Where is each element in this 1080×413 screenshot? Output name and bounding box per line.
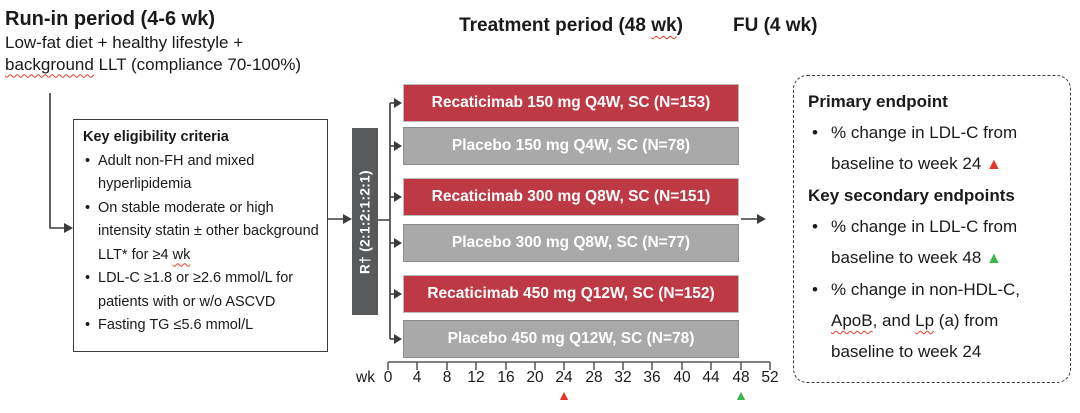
axis-tick-label-40: 40 (673, 369, 691, 386)
week-axis-unit-label: wk (356, 369, 375, 386)
arms-to-endpoints-arrowhead (757, 214, 766, 224)
axis-tick-label-16: 16 (497, 369, 515, 386)
secondary-endpoint-bullet-1: % change in LDL-C from baseline to week … (808, 211, 1058, 274)
axis-tick-label-32: 32 (614, 369, 632, 386)
secondary-endpoint-2-seg3: (a) from baseline to week 24 (831, 311, 999, 361)
eligibility-bullet-2: On stable moderate or high intensity sta… (83, 197, 319, 268)
primary-endpoint-text: % change in LDL-C from baseline to week … (831, 123, 1018, 173)
axis-tick-label-36: 36 (643, 369, 661, 386)
eligibility-bullet-2-squiggle-word: wk (172, 246, 191, 263)
axis-tick-label-20: 20 (526, 369, 544, 386)
arm-bar-placebo-150: Placebo 150 mg Q4W, SC (N=78) (403, 127, 739, 165)
eligibility-bullet-4: Fasting TG ≤5.6 mmol/L (83, 314, 319, 338)
randomization-label: R† (2:1:2:1:2:1) (357, 169, 373, 274)
arm-bar-recaticimab-150: Recaticimab 150 mg Q4W, SC (N=153) (403, 84, 739, 122)
eligibility-to-r-arrowhead (343, 214, 352, 224)
axis-tick-label-44: 44 (702, 369, 720, 386)
eligibility-bullet-3: LDL-C ≥1.8 or ≥2.6 mmol/L for patients w… (83, 267, 319, 314)
run-in-line2-rest: LLT (compliance 70-100%) (93, 54, 302, 74)
arm-arrowhead-5 (394, 289, 402, 299)
arm-arrowhead-3 (394, 192, 402, 202)
primary-endpoint-title: Primary endpoint (808, 92, 948, 111)
endpoints-box: Primary endpoint % change in LDL-C from … (793, 75, 1071, 383)
arm-arrowhead-4 (394, 238, 402, 248)
run-in-line2: background LLT (compliance 70-100%) (5, 54, 357, 76)
arm-bar-recaticimab-300: Recaticimab 300 mg Q8W, SC (N=151) (403, 178, 739, 216)
axis-tick-label-8: 8 (442, 369, 452, 386)
run-in-line2-squiggle-word: background (5, 54, 94, 74)
eligibility-box: Key eligibility criteria Adult non-FH an… (73, 119, 328, 352)
follow-up-title: FU (4 wk) (733, 15, 818, 36)
eligibility-bullet-1: Adult non-FH and mixed hyperlipidemia (83, 150, 319, 197)
treatment-period-title: Treatment period (48 wk) (403, 15, 739, 37)
run-in-description: Low-fat diet + healthy lifestyle + backg… (5, 32, 357, 75)
secondary-endpoint-2-seg1: % change in non-HDL-C, (831, 280, 1020, 299)
randomization-branch-line (378, 103, 391, 339)
randomization-box: R† (2:1:2:1:2:1) (352, 128, 378, 315)
secondary-endpoint-1-text: % change in LDL-C from baseline to week … (831, 217, 1018, 267)
primary-endpoint-week24-marker-icon: ▲ (986, 156, 1002, 173)
secondary-endpoints-title: Key secondary endpoints (808, 186, 1015, 205)
axis-tick-label-48: 48 (732, 369, 750, 386)
eligibility-title: Key eligibility criteria (83, 129, 229, 145)
run-in-line1: Low-fat diet + healthy lifestyle + (5, 33, 244, 52)
week24-marker-icon: ▲ (557, 387, 571, 403)
treatment-period-title-pre: Treatment period (48 (459, 15, 652, 36)
secondary-endpoint-2-seg2: , and (872, 311, 916, 330)
axis-tick-label-52: 52 (761, 369, 779, 386)
week48-marker-icon: ▲ (734, 387, 748, 403)
runin-elbow-arrowhead (64, 223, 73, 233)
treatment-period-title-post: ) (676, 15, 683, 36)
arm-arrowhead-2 (394, 141, 402, 151)
axis-tick-label-12: 12 (467, 369, 485, 386)
axis-tick-label-28: 28 (585, 369, 603, 386)
axis-tick-label-0: 0 (383, 369, 393, 386)
secondary-endpoint-bullet-2: % change in non-HDL-C, ApoB, and Lp (a) … (808, 274, 1058, 367)
arm-bar-placebo-300: Placebo 300 mg Q8W, SC (N=77) (403, 224, 739, 262)
primary-endpoint-bullet: % change in LDL-C from baseline to week … (808, 117, 1058, 180)
arm-bar-recaticimab-450: Recaticimab 450 mg Q12W, SC (N=152) (403, 275, 739, 313)
eligibility-bullet-2-text: On stable moderate or high intensity sta… (98, 199, 319, 263)
run-in-title: Run-in period (4-6 wk) (5, 8, 215, 30)
secondary-endpoint-2-squiggle-apob: ApoB (831, 311, 873, 330)
secondary-endpoint-week48-marker-icon: ▲ (986, 250, 1002, 267)
secondary-endpoint-2-squiggle-lp: Lp (915, 311, 935, 330)
runin-elbow-arrow-line (49, 93, 65, 229)
axis-tick-label-4: 4 (412, 369, 422, 386)
run-in-section: Run-in period (4-6 wk) Low-fat diet + he… (5, 6, 357, 75)
treatment-period-title-squiggle: wk (651, 15, 677, 36)
arm-arrowhead-6 (394, 334, 402, 344)
axis-tick-label-24: 24 (555, 369, 573, 386)
arm-bar-placebo-450: Placebo 450 mg Q12W, SC (N=78) (403, 320, 739, 358)
arm-arrowhead-1 (394, 98, 402, 108)
